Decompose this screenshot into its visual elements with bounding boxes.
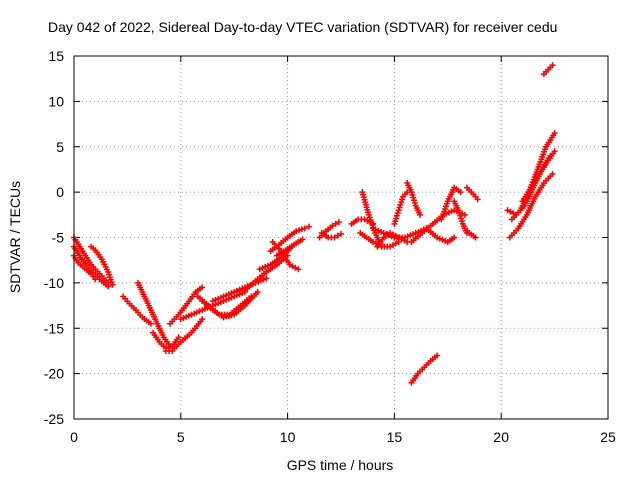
data-point	[301, 225, 308, 232]
data-point	[299, 236, 306, 243]
series-track-26	[391, 189, 411, 227]
y-tick-label: -20	[44, 366, 64, 382]
x-tick-label: 15	[387, 429, 403, 445]
chart-title: Day 042 of 2022, Sidereal Day-to-day VTE…	[48, 19, 557, 35]
data-point	[295, 266, 302, 273]
data-point-marker	[332, 220, 339, 227]
y-tick-label: -15	[44, 320, 64, 336]
series-track-29	[423, 225, 458, 246]
data-point	[329, 222, 336, 229]
data-point	[472, 234, 479, 241]
data-point	[417, 211, 424, 218]
data-point	[451, 234, 458, 241]
y-tick-label: -10	[44, 275, 64, 291]
y-tick-label: 15	[48, 48, 64, 64]
data-point-marker	[334, 232, 341, 239]
x-tick-label: 5	[177, 429, 185, 445]
y-tick-label: -25	[44, 411, 64, 427]
series-track-4	[88, 243, 116, 288]
data-point	[331, 234, 338, 241]
series-track-39	[540, 62, 556, 78]
x-tick-label: 25	[600, 429, 616, 445]
series-track-36	[506, 170, 556, 241]
series-track-33	[461, 225, 479, 241]
series-track-34	[408, 352, 441, 386]
series-track-20	[318, 229, 344, 241]
series-track-12	[199, 288, 261, 321]
data-point-marker	[295, 227, 302, 234]
series-track-6	[135, 279, 174, 350]
series-track-32	[464, 184, 481, 203]
data-point	[461, 211, 468, 218]
series-track-30	[438, 184, 464, 223]
series-track-27	[404, 180, 424, 218]
series-track-17	[267, 223, 312, 255]
data-point	[549, 170, 556, 177]
data-point	[199, 316, 206, 323]
data-point	[551, 130, 558, 137]
data-point	[457, 189, 464, 196]
x-tick-label: 20	[493, 429, 509, 445]
data-point	[305, 223, 312, 230]
series-track-5	[120, 293, 154, 327]
data-point	[338, 230, 344, 237]
series-track-2	[71, 243, 112, 290]
x-tick-label: 0	[70, 429, 78, 445]
data-point	[474, 196, 481, 203]
data-point	[109, 281, 116, 288]
y-tick-label: 0	[56, 184, 64, 200]
series-track-9	[167, 284, 206, 327]
y-tick-label: 5	[56, 139, 64, 155]
axis-ticks: 0 5 10 15 20 25 15 10 5 0 -5 -10 -15 -20 -25	[44, 48, 616, 445]
data-point	[434, 352, 441, 359]
data-point	[175, 334, 182, 341]
data-point	[254, 288, 261, 295]
y-tick-label: 10	[48, 93, 64, 109]
data-points	[71, 62, 558, 386]
y-tick-label: -5	[52, 230, 65, 246]
x-axis-label: GPS time / hours	[287, 457, 394, 473]
y-axis-label: SDTVAR / TECUs	[7, 181, 23, 293]
data-point	[551, 148, 558, 155]
data-point	[335, 219, 342, 226]
plot-frame	[73, 55, 609, 420]
series-track-18	[269, 239, 302, 273]
data-point	[549, 62, 556, 69]
data-point	[147, 320, 154, 327]
data-point	[105, 283, 112, 290]
series-track-8	[162, 316, 206, 354]
data-point	[199, 284, 206, 291]
data-point	[92, 276, 99, 283]
data-point-marker	[298, 226, 305, 233]
x-tick-label: 10	[280, 429, 296, 445]
data-point	[293, 228, 300, 235]
data-point	[263, 275, 270, 282]
grid	[74, 56, 608, 419]
series-track-38	[519, 148, 558, 205]
